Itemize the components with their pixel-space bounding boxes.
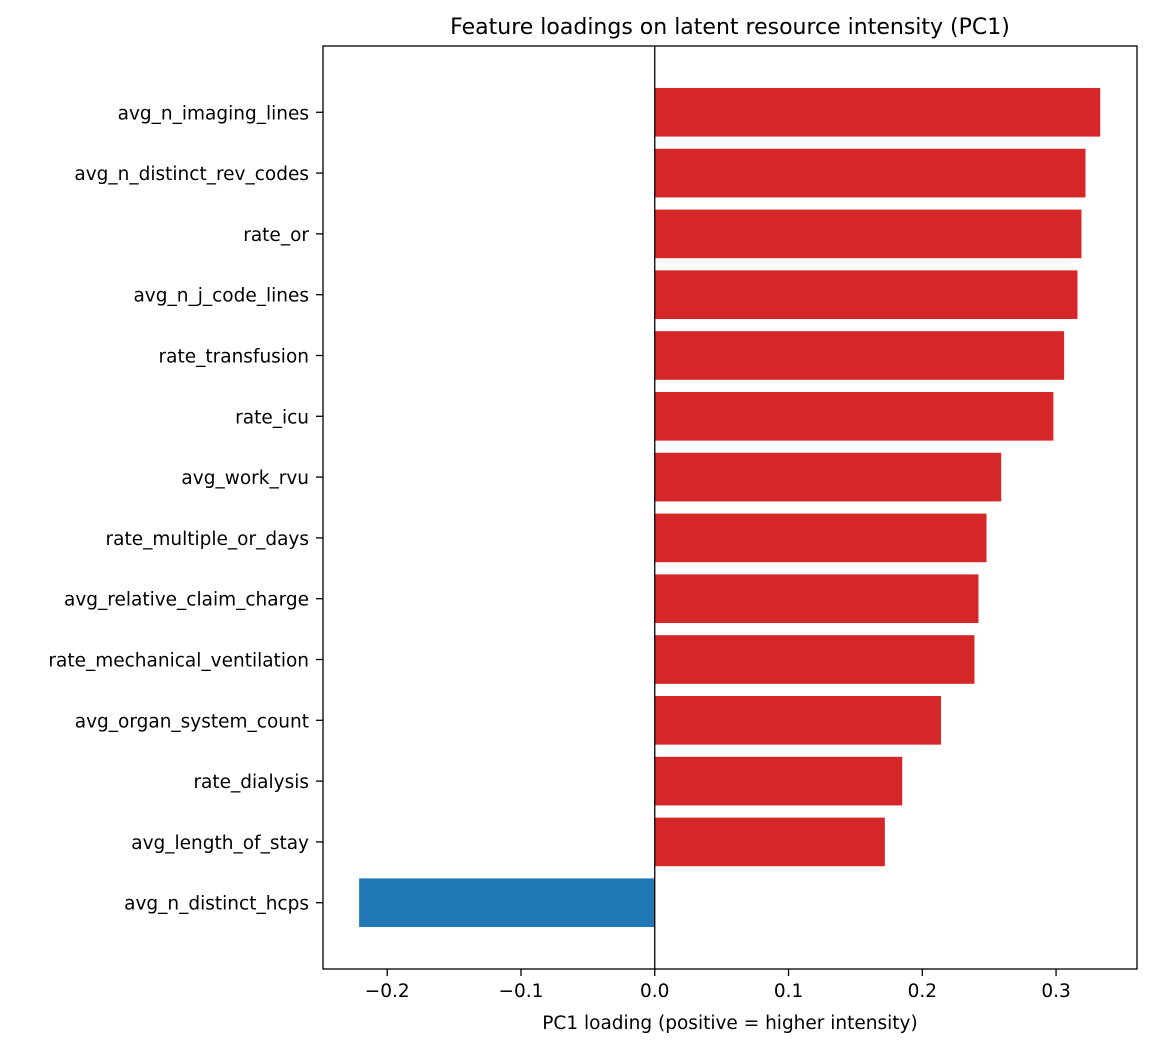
bar-avg_n_distinct_hcps [359,878,655,928]
y-tick-label: avg_length_of_stay [131,833,309,854]
x-axis-label: PC1 loading (positive = higher intensity… [542,1013,917,1034]
y-tick-label: avg_relative_claim_charge [64,590,309,611]
y-tick-label: rate_or [243,225,309,246]
x-tick-label: 0.1 [774,981,803,1002]
chart-title: Feature loadings on latent resource inte… [450,15,1010,40]
bar-avg_n_distinct_rev_codes [654,148,1086,198]
x-tick-label: 0.3 [1041,981,1070,1002]
plot-area-frame [322,45,1138,970]
bar-rate_mechanical_ventilation [654,635,975,684]
x-tick-label: 0.2 [908,981,937,1002]
y-tick-label: rate_mechanical_ventilation [48,651,309,672]
y-tick-label: rate_dialysis [193,772,309,793]
y-tick-label: avg_organ_system_count [75,711,309,732]
y-tick-label: avg_n_distinct_hcps [124,894,309,915]
y-tick-label: avg_n_imaging_lines [118,103,309,124]
bar-rate_or [654,209,1082,259]
bar-avg_work_rvu [654,452,1002,502]
x-tick-label: −0.2 [365,981,410,1002]
y-tick-label: rate_transfusion [159,346,309,367]
x-tick-label: −0.1 [499,981,544,1002]
y-tick-label: rate_multiple_or_days [106,529,309,550]
bar-avg_n_imaging_lines [654,87,1101,137]
x-tick-label: 0.0 [640,981,669,1002]
bar-rate_transfusion [654,331,1065,380]
y-tick-label: avg_work_rvu [181,468,309,489]
bar-rate_icu [654,391,1054,441]
y-tick-label: avg_n_j_code_lines [133,286,309,307]
bar-rate_dialysis [654,756,903,806]
bar-avg_n_j_code_lines [654,270,1078,320]
y-tick-label: avg_n_distinct_rev_codes [74,164,309,185]
bar-rate_multiple_or_days [654,513,987,563]
y-tick-label: rate_icu [235,407,309,428]
bar-avg_organ_system_count [654,695,942,745]
bar-avg_length_of_stay [654,817,885,867]
bar-avg_relative_claim_charge [654,574,979,624]
